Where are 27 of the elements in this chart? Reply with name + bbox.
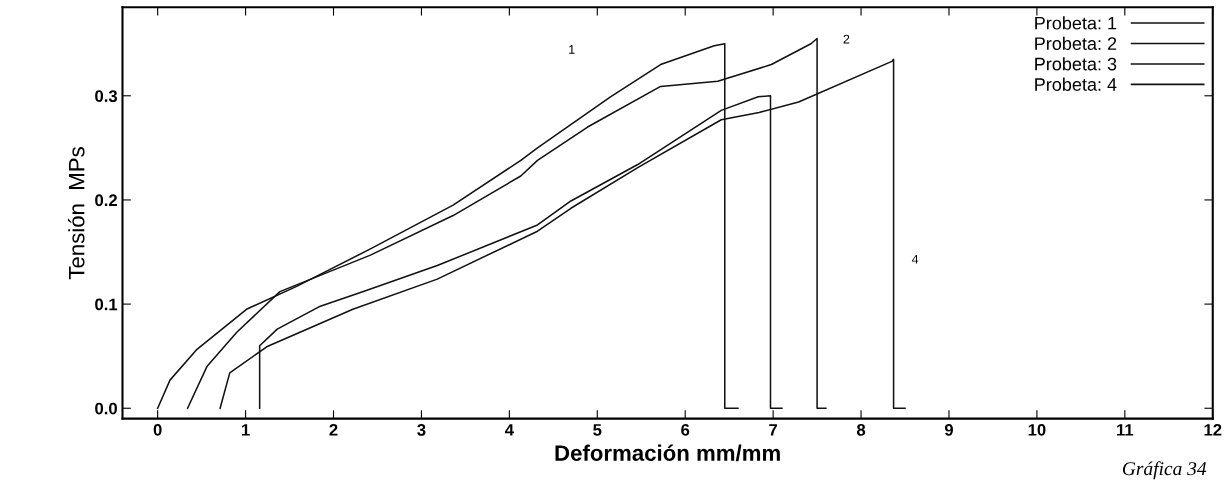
x-tick-label: 2	[329, 423, 338, 436]
x-tick-label: 6	[681, 423, 690, 436]
x-tick-label: 9	[944, 423, 953, 436]
x-tick-label: 4	[504, 424, 514, 436]
annotation: 4	[911, 254, 919, 264]
y-tick-label: 0.2	[95, 194, 117, 207]
y-tick-label: 0.3	[95, 90, 118, 103]
legend-label: Probeta: 2	[1035, 36, 1117, 50]
y-tick-label: 0.0	[95, 402, 117, 415]
x-tick-label: 10	[1028, 423, 1046, 436]
x-tick-label: 1	[242, 424, 250, 436]
x-tick-label: 0	[153, 423, 162, 436]
x-tick-label: 7	[769, 424, 778, 436]
annotation: 2	[843, 34, 850, 44]
y-tick-label: 0.1	[95, 298, 118, 311]
x-tick-label: 8	[856, 423, 866, 436]
x-tick-label: 3	[417, 423, 426, 436]
x-tick-label: 11	[1117, 424, 1134, 436]
x-axis-title: Deformación mm/mm	[555, 444, 780, 462]
x-tick-label: 12	[1204, 423, 1222, 436]
x-tick-label: 5	[593, 424, 602, 436]
y-axis-title: Tensión MPs	[67, 147, 85, 280]
legend-label: Probeta: 4	[1035, 77, 1117, 91]
annotation: 1	[569, 45, 575, 54]
text: Gráfica 34	[1122, 461, 1207, 480]
text: Probeta: 1	[1035, 16, 1117, 30]
legend-label: Probeta: 3	[1035, 57, 1117, 71]
